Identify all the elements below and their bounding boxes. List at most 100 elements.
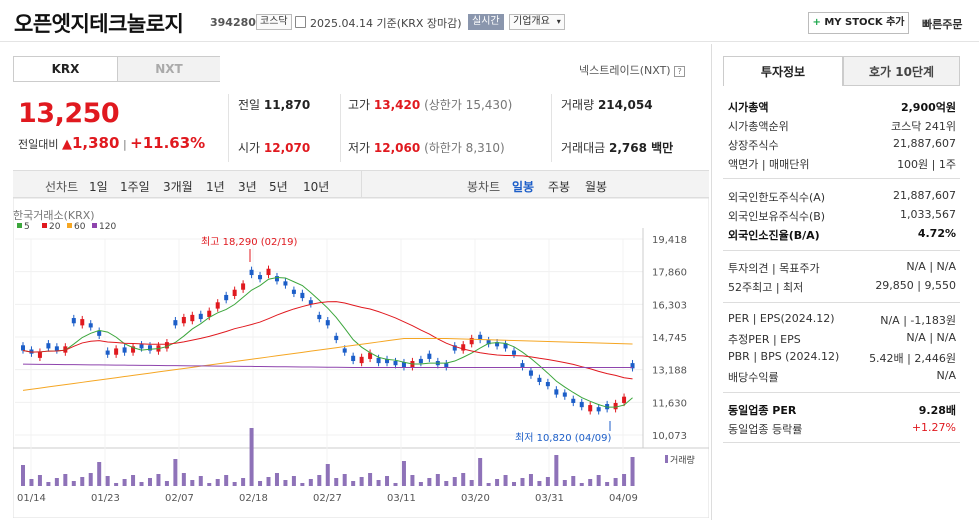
period-3y[interactable]: 3년 (238, 180, 257, 194)
tab-krx[interactable]: KRX (14, 57, 117, 81)
volume-bar (537, 481, 542, 486)
invest-row-value: +1.27% (911, 421, 956, 434)
tab-orderbook[interactable]: 호가 10단계 (843, 56, 960, 86)
price-chart[interactable]: 한국거래소(KRX)5 20 60 120 19,418 17,860 16,303 14,7… (13, 198, 709, 518)
invest-row-label: 액면가 | 매매단위 (728, 158, 810, 171)
volume-bar (579, 483, 584, 486)
candle-body (596, 407, 601, 412)
high-price: 고가 13,420 (상한가 15,430) (348, 96, 512, 113)
legend-swatch (17, 223, 22, 228)
volume-bar (291, 476, 296, 486)
period-3m[interactable]: 3개월 (163, 180, 193, 194)
candle-body (469, 337, 474, 345)
up-triangle-icon: ▲ (61, 137, 72, 152)
ma-line-20 (22, 301, 633, 380)
candle-body (537, 377, 542, 382)
y-tick-label: 16,303 (652, 300, 687, 311)
invest-row: PBR | BPS (2024.12) 5.42배 | 2,446원 (728, 350, 956, 366)
candle-body (325, 320, 330, 326)
candle-body (198, 313, 203, 320)
candle-body (317, 314, 322, 320)
candle-body (385, 358, 390, 364)
candle-body (54, 346, 59, 351)
volume-bar (283, 480, 288, 486)
quick-order-link[interactable]: 빠른주문 (922, 18, 963, 31)
volume-bar (173, 459, 178, 486)
legend-label: 120 (99, 222, 116, 232)
mystock-label: MY STOCK 추가 (824, 17, 905, 28)
period-1d[interactable]: 1일 (89, 180, 108, 194)
change-value: 1,380 (71, 134, 120, 152)
volume-bar (105, 476, 110, 486)
volume-bar (562, 480, 567, 486)
candle-body (80, 319, 85, 326)
ma-line-120 (22, 363, 633, 369)
upper-limit: (상한가 15,430) (424, 98, 513, 112)
trade-amount: 거래대금 2,768 백만 (561, 139, 673, 156)
current-price: 13,250 (18, 98, 120, 129)
volume-bar (461, 473, 466, 486)
candle-body (97, 330, 102, 336)
invest-row: 시가총액 2,900억원 (728, 99, 956, 115)
volume-bar (605, 482, 610, 486)
volume-bar (122, 479, 127, 486)
invest-row-label: 외국인보유주식수(B) (728, 210, 826, 223)
volume-bars (21, 428, 635, 486)
invest-row: PER | EPS(2024.12) N/A | -1,183원 (728, 312, 956, 328)
volume-bar (444, 481, 449, 486)
ma-line-5 (22, 277, 633, 408)
legend-swatch (42, 223, 47, 228)
amount-label: 거래대금 (561, 141, 606, 155)
company-info-dropdown[interactable]: 기업개요 ▾ (509, 14, 565, 30)
candle-body (207, 310, 212, 317)
volume-bar (215, 479, 220, 486)
candle-body (63, 346, 68, 353)
candle-daily[interactable]: 일봉 (512, 180, 535, 194)
volume-bar (359, 477, 364, 486)
invest-row-label: 시가총액순위 (728, 120, 789, 133)
volume-value: 214,054 (597, 98, 653, 112)
tab-nxt[interactable]: NXT (117, 57, 220, 81)
nextrade-link[interactable]: 넥스트레이드(NXT) ? (579, 62, 686, 78)
candle-body (266, 268, 271, 276)
volume-bar (198, 476, 203, 486)
volume-bar (325, 464, 330, 486)
invest-row-label: 투자의견 | 목표주가 (728, 262, 820, 275)
period-1y[interactable]: 1년 (206, 180, 225, 194)
candle-body (588, 405, 593, 412)
volume-bar (435, 474, 440, 486)
candle-monthly[interactable]: 월봉 (585, 180, 608, 194)
period-1w[interactable]: 1주일 (120, 180, 150, 194)
nextrade-label: 넥스트레이드(NXT) (579, 64, 671, 77)
invest-row-label: 상장주식수 (728, 139, 779, 152)
invest-row-label: 52주최고 | 최저 (728, 281, 804, 294)
tab-invest-info[interactable]: 투자정보 (723, 56, 843, 86)
volume-bar (613, 478, 618, 486)
candle-body (393, 361, 398, 366)
invest-row-value: 2,900억원 (900, 101, 956, 114)
period-10y[interactable]: 10년 (303, 180, 330, 194)
volume-bar (80, 477, 85, 486)
period-5y[interactable]: 5년 (269, 180, 288, 194)
candle-body (190, 314, 195, 322)
realtime-button[interactable]: 실시간 (468, 14, 504, 30)
candle-weekly[interactable]: 주봉 (548, 180, 571, 194)
candle-body (512, 350, 517, 355)
volume-bar (427, 478, 432, 486)
volume-bar (571, 476, 576, 486)
candle-body (232, 289, 237, 297)
candle-body (418, 358, 423, 364)
candle-body (452, 345, 457, 351)
price-change: 전일대비 ▲1,380 | +11.63% (18, 134, 206, 152)
volume-bar (29, 479, 34, 486)
candle-body (495, 342, 500, 347)
mystock-add-button[interactable]: + MY STOCK 추가 (808, 12, 909, 34)
volume-bar (385, 476, 390, 486)
candle-body (258, 275, 263, 280)
volume-bar (232, 482, 237, 486)
volume-legend-swatch (665, 455, 668, 463)
invest-row-value: N/A | N/A (906, 331, 956, 344)
legend-label: 5 (24, 222, 30, 232)
invest-row-value: 100원 | 1주 (897, 158, 956, 171)
volume-bar (478, 458, 483, 486)
